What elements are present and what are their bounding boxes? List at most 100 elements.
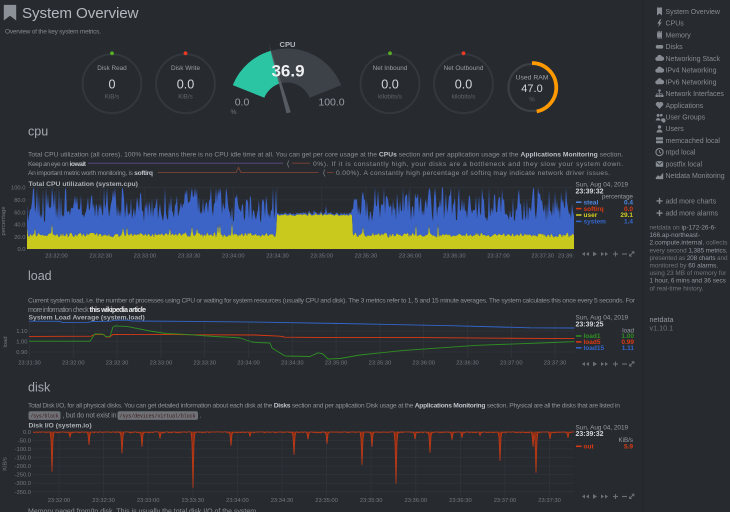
svg-text:0.90: 0.90	[16, 350, 27, 356]
svg-text:23:33:00: 23:33:00	[134, 254, 157, 260]
svg-text:29.1: 29.1	[620, 212, 633, 219]
svg-text:percentage: percentage	[602, 194, 634, 201]
svg-text:CPUs: CPUs	[666, 21, 685, 28]
svg-text:2.compute.internal, collects: 2.compute.internal, collects	[650, 240, 728, 247]
svg-text:80.0: 80.0	[14, 198, 25, 204]
svg-text:Memory: Memory	[666, 32, 692, 39]
svg-text:0.0: 0.0	[235, 97, 250, 109]
svg-text:23:36:30: 23:36:30	[449, 498, 472, 504]
svg-text:23:33:30: 23:33:30	[182, 498, 205, 504]
svg-text:postfix local: postfix local	[666, 161, 703, 168]
svg-text:23:34:30: 23:34:30	[281, 361, 304, 367]
svg-text:cpu: cpu	[28, 125, 48, 139]
svg-text:-150.0: -150.0	[15, 456, 31, 462]
svg-text:Networking Stack: Networking Stack	[666, 56, 721, 63]
svg-text:load5: load5	[584, 339, 601, 346]
svg-text:Overview of the key system met: Overview of the key system metrics.	[5, 29, 101, 36]
svg-text:23:36:00: 23:36:00	[399, 254, 422, 260]
svg-text:Users: Users	[666, 126, 685, 133]
svg-text:kilobits/s: kilobits/s	[452, 93, 476, 100]
svg-text:1.11: 1.11	[622, 345, 635, 352]
svg-text:Sun, Aug 04, 2019: Sun, Aug 04, 2019	[576, 315, 629, 322]
svg-text:23:36:30: 23:36:30	[443, 254, 466, 260]
svg-text:23:34:00: 23:34:00	[222, 254, 245, 260]
svg-text:System Overview: System Overview	[22, 5, 139, 22]
svg-text:percentage: percentage	[1, 206, 7, 235]
svg-text:23:36:00: 23:36:00	[405, 498, 428, 504]
svg-text:60.0: 60.0	[14, 210, 25, 216]
svg-text:23:35:30: 23:35:30	[360, 498, 383, 504]
svg-text:0.0: 0.0	[177, 77, 195, 91]
svg-text:ntpd local: ntpd local	[666, 150, 696, 157]
svg-text:23:37:00: 23:37:00	[487, 254, 510, 260]
svg-text:Total CPU utilization (system.: Total CPU utilization (system.cpu)	[29, 181, 138, 188]
svg-text:Sun, Aug 04, 2019: Sun, Aug 04, 2019	[576, 182, 629, 189]
svg-text:23:34:00: 23:34:00	[226, 498, 249, 504]
svg-text:23:33:30: 23:33:30	[193, 361, 216, 367]
svg-text:of real-time history.: of real-time history.	[650, 285, 704, 292]
svg-text:Disk I/O (system.io): Disk I/O (system.io)	[29, 423, 92, 430]
svg-text:monitored by 60 alarms,: monitored by 60 alarms,	[650, 263, 719, 270]
svg-text:KiB/s: KiB/s	[105, 93, 119, 100]
svg-text:Net Inbound: Net Inbound	[373, 65, 408, 72]
svg-text:23:37:00: 23:37:00	[494, 498, 517, 504]
svg-text:-50.0: -50.0	[18, 439, 31, 445]
svg-text:23:37:30: 23:37:30	[538, 498, 561, 504]
svg-text:23:35:30: 23:35:30	[369, 361, 392, 367]
svg-text:kilobits/s: kilobits/s	[378, 93, 402, 100]
svg-text:1.4: 1.4	[624, 219, 633, 226]
svg-text:Disks: Disks	[666, 44, 684, 51]
svg-text:-250.0: -250.0	[15, 473, 31, 479]
svg-text:23:32:00: 23:32:00	[48, 498, 71, 504]
svg-text:more information check this wi: more information check this wikipedia ar…	[28, 307, 146, 314]
svg-text:steal: steal	[584, 199, 599, 206]
svg-text:23:39:: 23:39:	[558, 254, 575, 260]
svg-text:100.0: 100.0	[11, 186, 26, 192]
svg-text:Applications: Applications	[666, 103, 704, 110]
svg-text:1 hour, 6 mins and 36 secs: 1 hour, 6 mins and 36 secs	[650, 278, 726, 285]
svg-text:-100.0: -100.0	[15, 447, 31, 453]
svg-text:23:32:30: 23:32:30	[89, 254, 112, 260]
svg-text:memcached local: memcached local	[666, 138, 721, 145]
svg-text:presented as 208 charts and: presented as 208 charts and	[650, 255, 728, 262]
svg-text:add more charts: add more charts	[666, 198, 717, 205]
svg-text:40.0: 40.0	[14, 223, 25, 229]
svg-text:user: user	[584, 212, 598, 219]
svg-text:Netdata Monitoring: Netdata Monitoring	[666, 173, 725, 180]
svg-text:Total Disk I/O, for all physic: Total Disk I/O, for all physical disks. …	[28, 403, 620, 410]
svg-text:23:39:25: 23:39:25	[576, 321, 604, 328]
svg-text:Keep an eye on iowait: Keep an eye on iowait	[28, 161, 87, 168]
svg-text:23:34:30: 23:34:30	[266, 254, 289, 260]
svg-text:0.4: 0.4	[624, 199, 633, 206]
svg-text:Disk Write: Disk Write	[171, 65, 200, 72]
svg-text:0.0: 0.0	[23, 430, 31, 436]
svg-text:load: load	[622, 327, 634, 334]
svg-text:0.0: 0.0	[17, 247, 25, 253]
svg-text:/sys/devices/virtual/block: /sys/devices/virtual/block	[120, 413, 196, 419]
svg-text:23:36:30: 23:36:30	[456, 361, 479, 367]
svg-text:using 23 MB of memory for: using 23 MB of memory for	[650, 270, 728, 277]
svg-text:5.9: 5.9	[624, 444, 633, 451]
svg-text:(: (	[287, 161, 290, 168]
svg-text:-200.0: -200.0	[15, 464, 31, 470]
svg-text:0.0: 0.0	[381, 77, 399, 91]
svg-text:KiB/s: KiB/s	[3, 457, 9, 471]
svg-text:KiB/s: KiB/s	[619, 437, 633, 444]
svg-text:1.00: 1.00	[621, 333, 634, 340]
svg-text:-300.0: -300.0	[15, 481, 31, 487]
svg-text:CPU: CPU	[279, 40, 296, 49]
svg-text:0.00%). A constantly high perc: 0.00%). A constantly high percentage of …	[336, 170, 610, 177]
svg-text:23:37:30: 23:37:30	[544, 361, 567, 367]
svg-text:Memory paged from/to disk. Thi: Memory paged from/to disk. This is usual…	[28, 508, 258, 512]
svg-text:.: .	[200, 413, 202, 420]
svg-text:23:34:00: 23:34:00	[237, 361, 260, 367]
svg-text:load: load	[3, 337, 9, 348]
svg-text:23:36:00: 23:36:00	[412, 361, 435, 367]
svg-text:load: load	[28, 269, 52, 283]
svg-text:add more alarms: add more alarms	[666, 211, 719, 218]
svg-text:47.0: 47.0	[521, 83, 542, 95]
svg-text:netdata on ip-172-26-6-: netdata on ip-172-26-6-	[650, 225, 717, 232]
svg-text:23:39:32: 23:39:32	[576, 188, 604, 195]
svg-text:23:32:30: 23:32:30	[106, 361, 129, 367]
svg-text:/sys/block: /sys/block	[31, 413, 59, 419]
